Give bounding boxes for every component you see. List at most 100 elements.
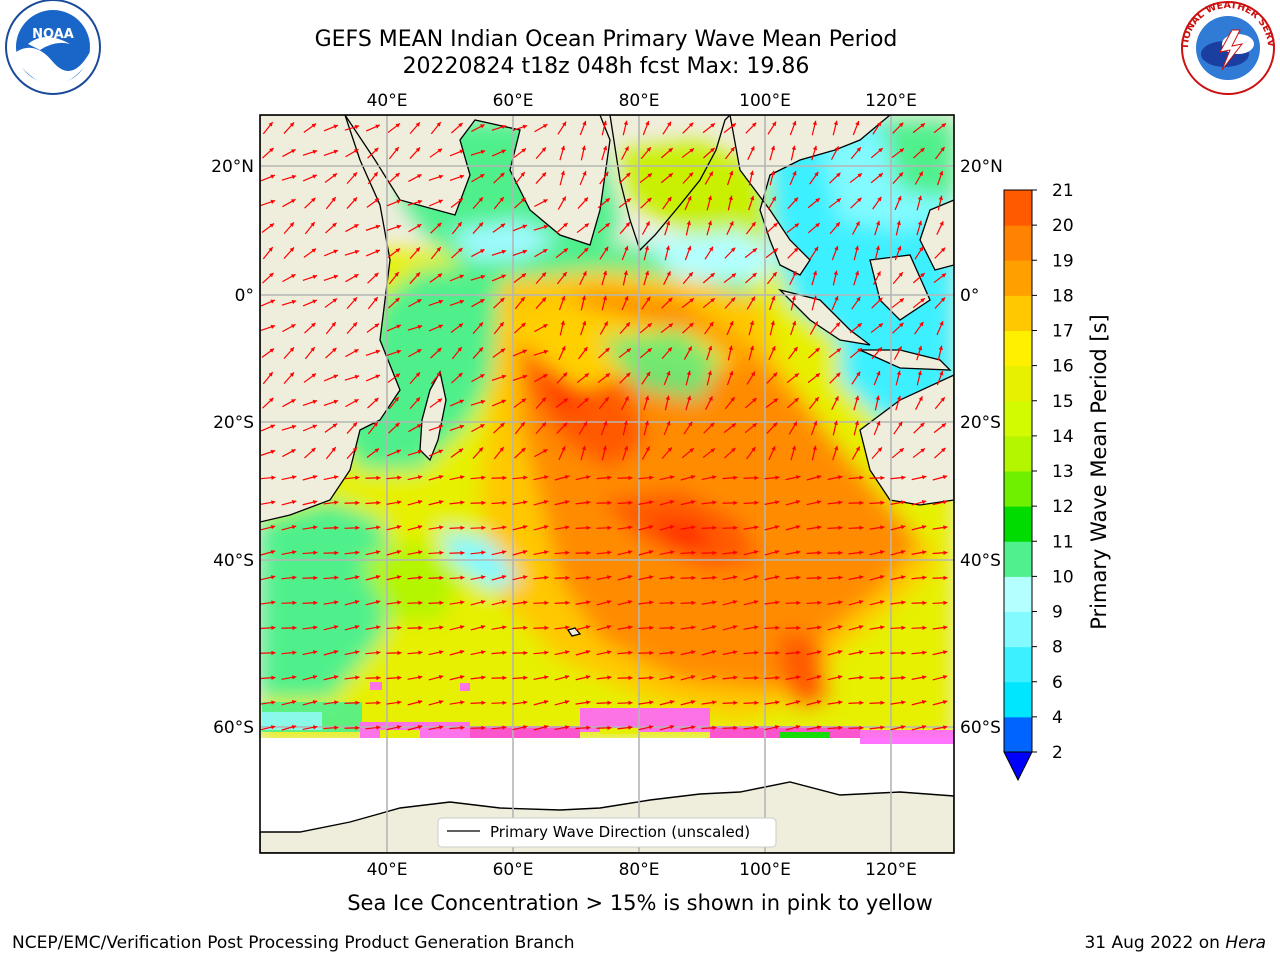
wave-arrow-head <box>333 649 339 655</box>
wave-arrow-head <box>856 296 861 302</box>
wave-arrow-head <box>607 525 612 531</box>
wave-arrow-head <box>269 397 274 403</box>
wave-arrow-head <box>606 650 612 655</box>
wave-arrow-head <box>417 199 423 205</box>
wave-arrow-head <box>586 700 591 705</box>
wave-arrow-head <box>501 399 506 404</box>
wave-arrow-head <box>478 447 484 452</box>
wave-arrow-head <box>649 600 654 605</box>
wave-arrow-head <box>707 370 712 376</box>
wave-arrow-head <box>479 374 485 379</box>
wave-arrow-head <box>898 421 903 427</box>
wave-arrow-head <box>582 320 587 326</box>
wave-arrow-head <box>877 347 882 352</box>
wave-arrow-head <box>478 222 484 227</box>
wave-arrow-head <box>418 600 423 606</box>
wave-arrow-head <box>943 575 948 581</box>
wave-arrow-head <box>583 346 588 352</box>
wave-arrow-head <box>313 600 318 606</box>
wave-arrow-head <box>754 625 759 630</box>
wave-arrow-head <box>791 145 796 151</box>
wave-arrow-head <box>396 349 402 354</box>
wave-arrow-head <box>460 700 465 705</box>
lon-label-top: 60°E <box>493 91 534 111</box>
wave-arrow-head <box>457 222 462 227</box>
wave-arrow-head <box>623 270 628 276</box>
wave-arrow-head <box>922 625 927 631</box>
wave-arrow-head <box>523 600 528 605</box>
wave-arrow-head <box>396 449 401 454</box>
wave-arrow-head <box>899 148 904 153</box>
wave-arrow-head <box>878 173 883 178</box>
wave-arrow-head <box>269 348 275 353</box>
wave-arrow-head <box>396 199 401 204</box>
wave-arrow-head <box>602 145 608 151</box>
wave-arrow-head <box>437 273 443 278</box>
wave-arrow-head <box>709 422 715 428</box>
wave-arrow-head <box>270 324 276 329</box>
wave-arrow-head <box>814 246 819 252</box>
wave-arrow-head <box>917 345 923 351</box>
wave-arrow-head <box>438 324 443 329</box>
wave-arrow-head <box>896 395 902 401</box>
wave-arrow-head <box>544 675 549 680</box>
wave-arrow-head <box>857 323 862 328</box>
wave-arrow-head <box>460 600 465 605</box>
wave-arrow-head <box>771 196 776 202</box>
wave-arrow-head <box>581 145 586 151</box>
wave-arrow-head <box>896 370 901 376</box>
wave-arrow-head <box>520 422 525 427</box>
arabia-india-land <box>260 115 611 246</box>
wave-arrow-head <box>312 674 318 680</box>
wave-arrow-head <box>791 445 797 451</box>
wave-arrow-head <box>838 700 843 705</box>
wave-arrow-head <box>581 295 586 301</box>
wave-arrow-head <box>541 172 547 177</box>
wave-arrow-head <box>833 420 838 426</box>
wave-arrow-head <box>793 347 798 352</box>
wave-arrow-head <box>749 320 755 326</box>
wave-arrow-head <box>942 674 948 680</box>
wave-arrow-head <box>837 625 843 630</box>
wave-arrow-head <box>271 475 276 480</box>
wave-arrow-head <box>333 625 339 630</box>
lat-label-right: 20°N <box>960 157 1003 177</box>
wave-arrow-head <box>436 247 441 252</box>
wave-arrow-head <box>943 625 948 630</box>
wave-arrow-head <box>857 173 862 178</box>
wave-arrow-head <box>688 272 693 277</box>
wave-arrow-head <box>396 224 402 229</box>
wave-arrow-head <box>562 372 568 377</box>
wave-arrow-head <box>606 599 612 605</box>
wave-arrow-head <box>879 574 885 580</box>
wave-arrow-head <box>628 700 633 706</box>
wave-arrow-head <box>838 600 843 605</box>
colorbar-segment <box>1004 471 1032 507</box>
wave-arrow-head <box>859 500 864 506</box>
wave-arrow-head <box>943 550 948 555</box>
wave-arrow-head <box>564 699 570 705</box>
wave-arrow-head <box>750 371 755 377</box>
wave-arrow-head <box>838 525 843 531</box>
wave-arrow-head <box>712 600 717 605</box>
wave-arrow-head <box>939 370 944 376</box>
wave-arrow-head <box>859 550 864 555</box>
wave-arrow-head <box>417 499 423 505</box>
wave-arrow-head <box>271 675 276 680</box>
wave-arrow-head <box>901 700 906 705</box>
landmasses <box>260 115 954 637</box>
wave-arrow-head <box>647 323 652 328</box>
colorbar-tick-label: 9 <box>1052 603 1063 623</box>
wave-arrow-head <box>710 273 715 278</box>
wave-arrow-head <box>459 149 464 154</box>
wave-direction-arrows <box>260 120 948 731</box>
wave-arrow-head <box>816 474 822 480</box>
wave-arrow-head <box>794 398 799 403</box>
wave-arrow-head <box>754 700 759 706</box>
wave-arrow-head <box>623 420 628 426</box>
wave-arrow-head <box>582 421 587 427</box>
wave-arrow-head <box>458 372 463 378</box>
wave-arrow-head <box>880 725 885 730</box>
wave-arrow-head <box>834 296 839 301</box>
wave-arrow-head <box>690 650 696 655</box>
